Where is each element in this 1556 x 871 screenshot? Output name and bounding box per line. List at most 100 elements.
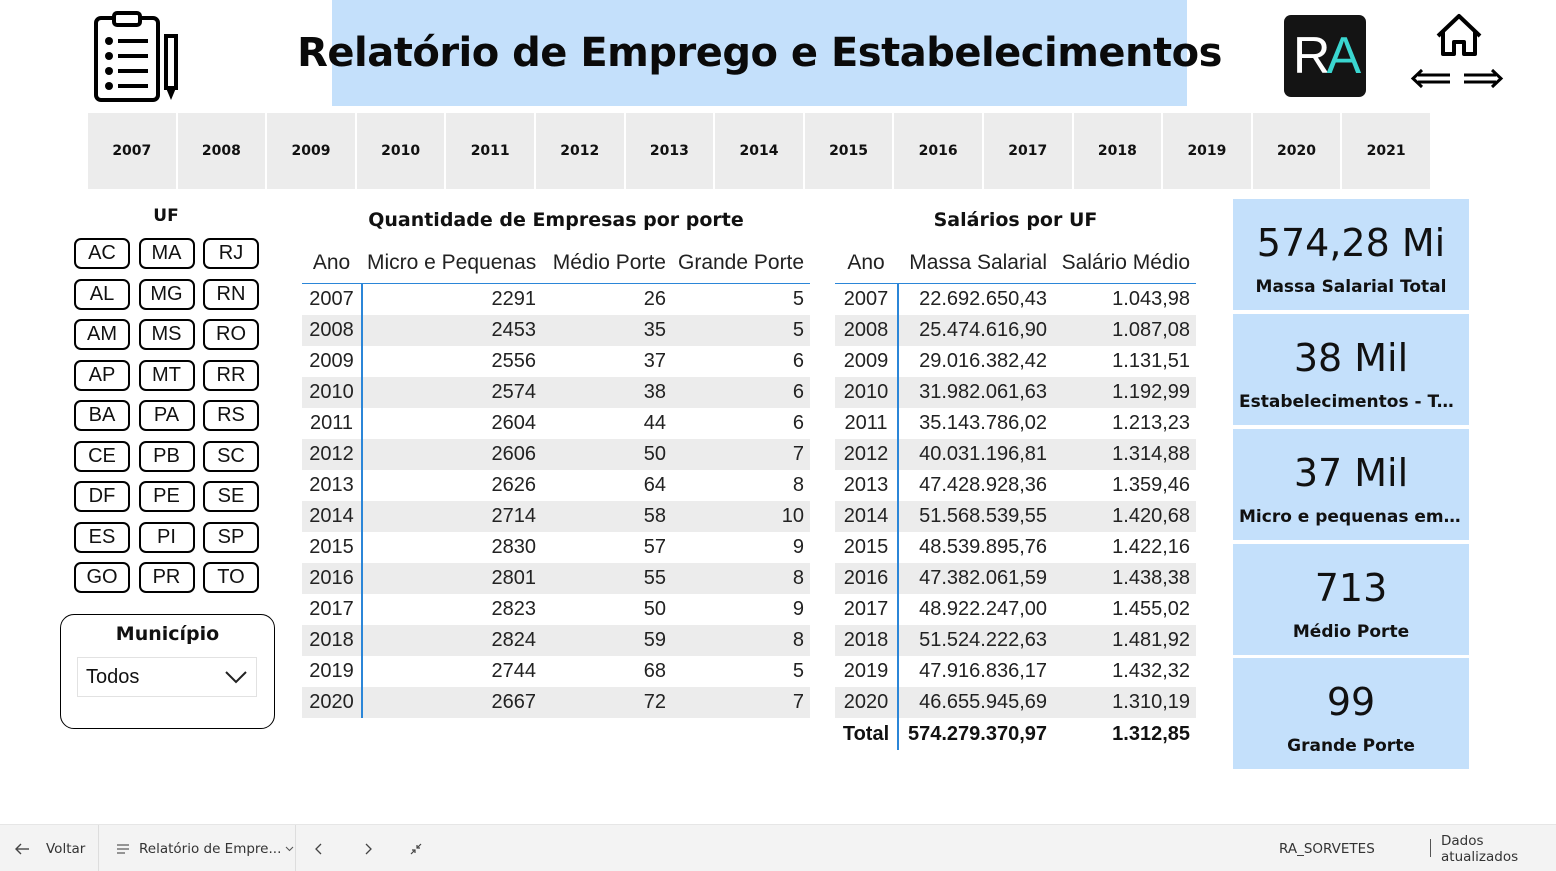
uf-button-al[interactable]: AL xyxy=(74,278,130,310)
table-row: 2009 29.016.382,42 1.131,51 xyxy=(835,346,1196,377)
total-cell: Total xyxy=(842,722,890,745)
data-status: Dados atualizados xyxy=(1441,825,1556,871)
back-button[interactable]: Voltar xyxy=(14,825,85,871)
year-button-2007[interactable]: 2007 xyxy=(88,113,176,189)
kpi-card: 99 Grande Porte xyxy=(1233,658,1469,769)
year-button-2018[interactable]: 2018 xyxy=(1073,113,1162,189)
uf-button-es[interactable]: ES xyxy=(74,521,130,553)
table-cell: 72 xyxy=(643,691,666,713)
year-button-2020[interactable]: 2020 xyxy=(1252,113,1341,189)
uf-button-go[interactable]: GO xyxy=(74,562,130,593)
table-cell: 2017 xyxy=(843,598,889,620)
uf-button-rr[interactable]: RR xyxy=(203,359,259,391)
table-cell: 9 xyxy=(792,536,804,558)
uf-button-sc[interactable]: SC xyxy=(203,440,259,472)
year-button-2019[interactable]: 2019 xyxy=(1163,113,1251,189)
municipio-selected-value: Todos xyxy=(86,665,140,688)
uf-button-ba[interactable]: BA xyxy=(74,400,130,431)
table-cell: 2015 xyxy=(309,536,354,558)
table-cell: 47.428.928,36 xyxy=(919,474,1047,496)
table-row: 2013 47.428.928,36 1.359,46 xyxy=(835,470,1196,501)
table-cell: 25.474.616,90 xyxy=(919,319,1047,341)
table-cell: 58 xyxy=(643,505,666,527)
uf-button-mt[interactable]: MT xyxy=(138,359,195,391)
arrow-left-icon[interactable] xyxy=(1410,68,1450,89)
year-button-2015[interactable]: 2015 xyxy=(804,113,893,189)
year-button-2013[interactable]: 2013 xyxy=(625,113,714,189)
table-cell: 5 xyxy=(792,660,804,682)
uf-button-pi[interactable]: PI xyxy=(138,521,195,553)
table-cell: 2823 xyxy=(491,598,537,620)
table-cell: 38 xyxy=(643,381,666,403)
chevron-down-icon xyxy=(285,846,294,851)
uf-button-pr[interactable]: PR xyxy=(138,562,195,593)
year-button-2017[interactable]: 2017 xyxy=(983,113,1072,189)
table-cell: 2830 xyxy=(491,536,537,558)
column-divider-line xyxy=(897,284,899,750)
uf-button-rs[interactable]: RS xyxy=(203,400,259,431)
table-cell: 1.087,08 xyxy=(1112,319,1190,341)
uf-button-mg[interactable]: MG xyxy=(138,278,195,310)
table-cell: 2012 xyxy=(843,443,889,465)
year-button-2021[interactable]: 2021 xyxy=(1342,113,1430,189)
uf-button-pe[interactable]: PE xyxy=(138,481,195,512)
column-divider-line xyxy=(361,284,363,718)
uf-button-ce[interactable]: CE xyxy=(74,440,130,472)
uf-button-pa[interactable]: PA xyxy=(138,400,195,431)
table-cell: 48.922.247,00 xyxy=(919,598,1047,620)
table-cell: 1.481,92 xyxy=(1112,629,1190,651)
table-cell: 2016 xyxy=(843,567,889,589)
table-cell: 64 xyxy=(643,474,666,496)
uf-button-to[interactable]: TO xyxy=(203,562,259,593)
table-cell: 1.359,46 xyxy=(1112,474,1190,496)
municipio-dropdown[interactable]: Todos xyxy=(77,657,257,697)
table-row: 2009 2556 37 6 xyxy=(302,346,810,377)
table-cell: 2010 xyxy=(843,381,889,403)
uf-button-ro[interactable]: RO xyxy=(203,319,259,350)
table-cell: 2017 xyxy=(309,598,354,620)
year-button-2009[interactable]: 2009 xyxy=(267,113,355,189)
year-button-2011[interactable]: 2011 xyxy=(446,113,534,189)
empresas-table-title: Quantidade de Empresas por porte xyxy=(368,209,744,231)
year-button-2014[interactable]: 2014 xyxy=(715,113,803,189)
uf-button-am[interactable]: AM xyxy=(74,319,130,350)
year-button-2016[interactable]: 2016 xyxy=(894,113,982,189)
table-cell: 47.916.836,17 xyxy=(919,660,1047,682)
table-cell: 2291 xyxy=(491,288,537,310)
table-cell: 2020 xyxy=(309,691,354,713)
year-button-2008[interactable]: 2008 xyxy=(177,113,266,189)
uf-button-ma[interactable]: MA xyxy=(138,238,195,269)
uf-button-pb[interactable]: PB xyxy=(138,440,195,472)
table-cell: 2012 xyxy=(309,443,354,465)
table-cell: 2824 xyxy=(491,629,537,651)
year-button-2010[interactable]: 2010 xyxy=(356,113,445,189)
uf-button-ap[interactable]: AP xyxy=(74,359,130,391)
table-cell: 8 xyxy=(792,567,804,589)
table-cell: 50 xyxy=(643,443,666,465)
home-icon[interactable] xyxy=(1436,14,1482,56)
fit-to-page-button[interactable] xyxy=(409,825,423,871)
page-selector[interactable]: Relatório de Empre... xyxy=(116,825,294,871)
next-page-button[interactable] xyxy=(363,825,373,871)
table-cell: 1.314,88 xyxy=(1112,443,1190,465)
uf-button-se[interactable]: SE xyxy=(203,481,259,512)
table-row: 2014 51.568.539,55 1.420,68 xyxy=(835,501,1196,532)
table-cell: 9 xyxy=(792,598,804,620)
table-cell: 1.455,02 xyxy=(1112,598,1190,620)
table-cell: 59 xyxy=(643,629,666,651)
uf-button-rj[interactable]: RJ xyxy=(203,238,259,269)
kpi-value: 574,28 Mi xyxy=(1256,221,1446,265)
uf-button-rn[interactable]: RN xyxy=(203,278,259,310)
previous-page-button[interactable] xyxy=(314,825,324,871)
table-row: 2011 2604 44 6 xyxy=(302,408,810,439)
uf-button-sp[interactable]: SP xyxy=(203,521,259,553)
uf-button-df[interactable]: DF xyxy=(74,481,130,512)
report-title-banner: Relatório de Emprego e Estabelecimentos xyxy=(297,0,1222,106)
uf-button-ac[interactable]: AC xyxy=(74,238,130,269)
table-cell: 2009 xyxy=(309,350,354,372)
year-button-2012[interactable]: 2012 xyxy=(535,113,624,189)
uf-button-ms[interactable]: MS xyxy=(138,319,195,350)
arrow-right-icon[interactable] xyxy=(1464,68,1504,89)
chevron-left-icon xyxy=(315,843,322,854)
table-cell: 51.568.539,55 xyxy=(919,505,1047,527)
